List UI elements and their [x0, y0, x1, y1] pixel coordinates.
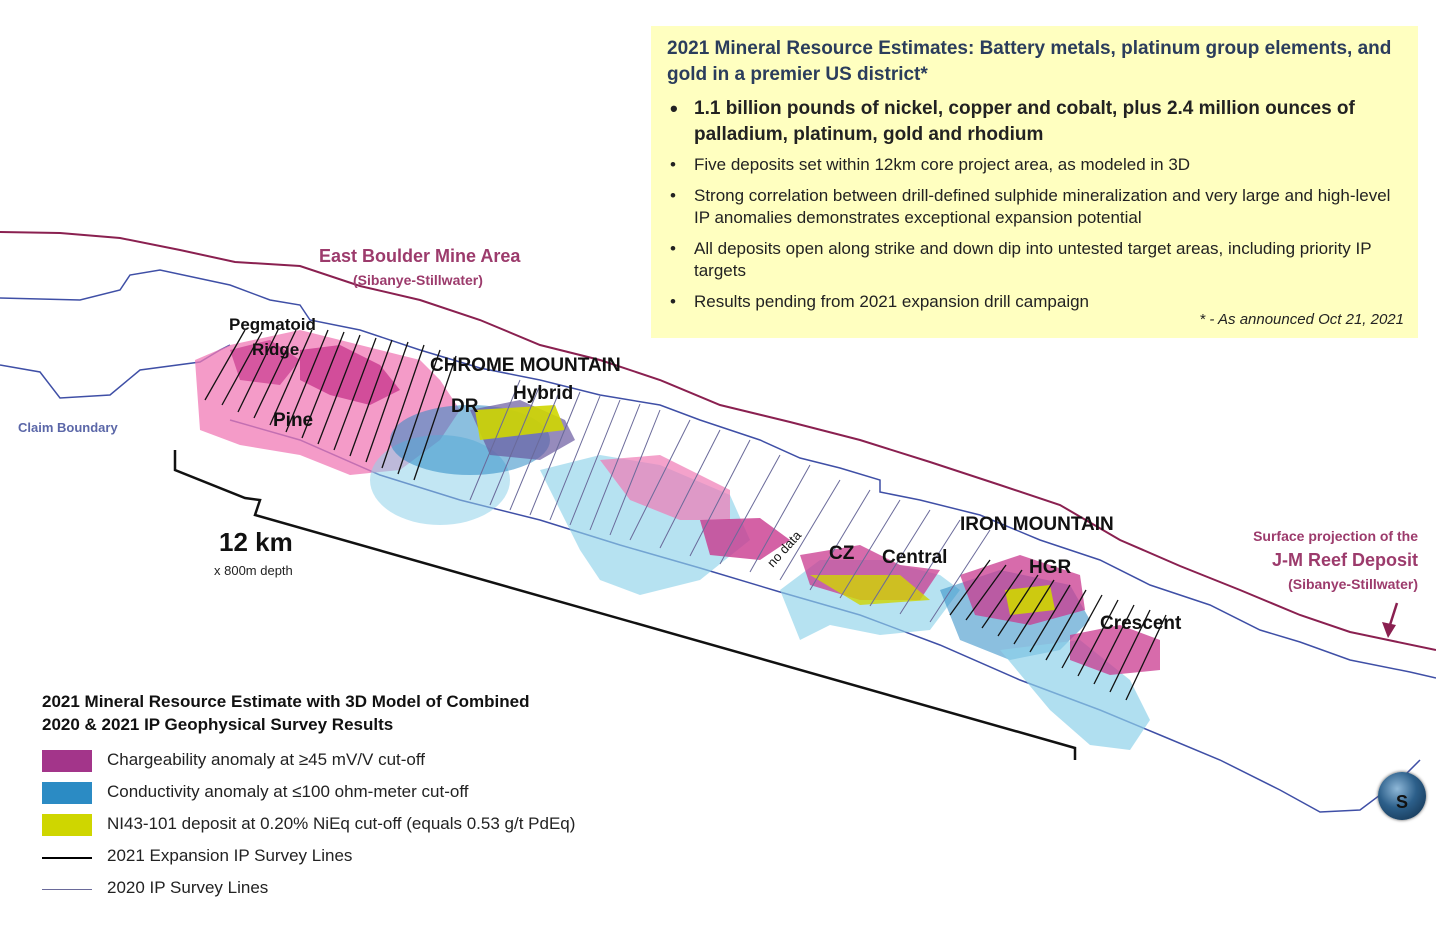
east-boulder-title: East Boulder Mine Area: [319, 246, 521, 266]
survey-lines-2021: [204, 329, 1167, 701]
deposit-label-dr: DR: [451, 396, 479, 417]
chrome-mountain-label: CHROME MOUNTAIN: [430, 355, 621, 376]
scale-bracket: [173, 450, 1077, 760]
legend-label: 2021 Expansion IP Survey Lines: [107, 846, 353, 865]
info-bullet: Five deposits set within 12km core proje…: [667, 154, 1402, 176]
info-footnote: * - As announced Oct 21, 2021: [1199, 311, 1404, 328]
claim-boundary-label: Claim Boundary: [18, 420, 118, 435]
deposit-swatch: [42, 814, 92, 836]
info-bullet-list: 1.1 billion pounds of nickel, copper and…: [667, 96, 1402, 313]
conductivity-swatch: [42, 782, 92, 804]
deposit-label-hybrid: Hybrid: [513, 383, 574, 404]
deposit-label-ridge: Ridge: [252, 340, 300, 359]
compass-letter: S: [1395, 792, 1408, 812]
info-bullet: Results pending from 2021 expansion dril…: [667, 291, 1402, 313]
chargeability-swatch: [42, 750, 92, 772]
legend-row-2021-lines: 2021 Expansion IP Survey Lines: [42, 842, 662, 874]
anomaly-bodies: [195, 330, 1160, 750]
legend-label: Chargeability anomaly at ≥45 mV/V cut-of…: [107, 750, 426, 769]
upper-boundary-line: [0, 231, 1436, 651]
legend-row-conductivity: Conductivity anomaly at ≤100 ohm-meter c…: [42, 778, 662, 810]
info-bullet: Strong correlation between drill-defined…: [667, 185, 1402, 229]
jm-reef-arrow: [1382, 602, 1399, 638]
legend-label: NI43-101 deposit at 0.20% NiEq cut-off (…: [107, 814, 576, 833]
deposit-label-crescent: Crescent: [1100, 613, 1182, 634]
info-title: 2021 Mineral Resource Estimates: Battery…: [667, 38, 1392, 85]
scale-length: 12 km: [219, 527, 293, 557]
legend-label: Conductivity anomaly at ≤100 ohm-meter c…: [107, 782, 469, 801]
info-box: 2021 Mineral Resource Estimates: Battery…: [651, 26, 1418, 338]
jm-reef-line2: J-M Reef Deposit: [1271, 550, 1418, 570]
survey-lines-2020: [469, 379, 991, 623]
compass-icon: S: [1378, 772, 1426, 820]
legend-row-chargeability: Chargeability anomaly at ≥45 mV/V cut-of…: [42, 746, 662, 778]
survey-2020-line-sample: [42, 889, 92, 890]
deposit-label-hgr: HGR: [1029, 557, 1072, 578]
survey-2021-line-sample: [42, 857, 92, 859]
deposit-label-pegmatoid: Pegmatoid: [229, 315, 316, 334]
info-bullet: All deposits open along strike and down …: [667, 238, 1402, 282]
legend-row-2020-lines: 2020 IP Survey Lines: [42, 874, 662, 906]
deposit-label-cz: CZ: [829, 543, 855, 564]
info-bullet: 1.1 billion pounds of nickel, copper and…: [667, 96, 1402, 148]
legend: 2021 Mineral Resource Estimate with 3D M…: [42, 690, 662, 906]
east-boulder-subtitle: (Sibanye-Stillwater): [353, 272, 483, 288]
iron-mountain-label: IRON MOUNTAIN: [960, 514, 1114, 535]
legend-row-deposit: NI43-101 deposit at 0.20% NiEq cut-off (…: [42, 810, 662, 842]
deposit-label-pine: Pine: [273, 410, 314, 431]
legend-label: 2020 IP Survey Lines: [107, 878, 269, 897]
claim-boundary-upper: [0, 269, 1436, 679]
legend-title: 2021 Mineral Resource Estimate with 3D M…: [42, 692, 530, 734]
scale-depth: x 800m depth: [214, 563, 293, 578]
jm-reef-line1: Surface projection of the: [1253, 528, 1418, 544]
jm-reef-line3: (Sibanye-Stillwater): [1288, 576, 1418, 592]
claim-boundary-left: [0, 344, 231, 399]
deposit-label-central: Central: [882, 547, 948, 568]
